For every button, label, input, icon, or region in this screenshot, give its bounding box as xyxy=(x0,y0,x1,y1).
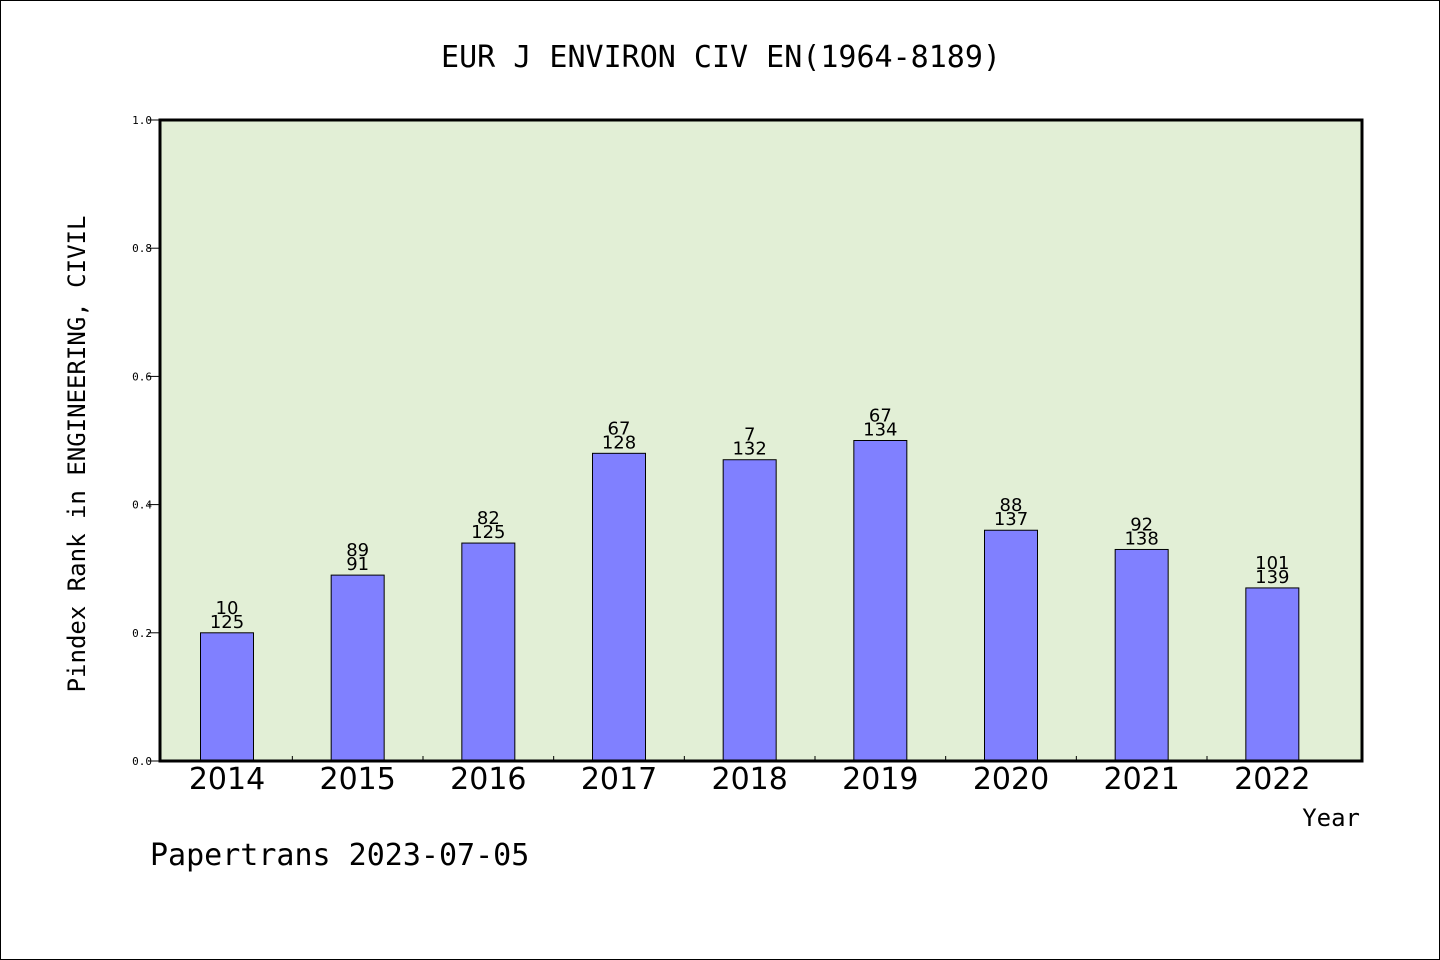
x-tick-label-2015: 2015 xyxy=(319,762,395,797)
bar-total-label-2021: 138 xyxy=(1124,528,1158,549)
bar-total-label-2015: 91 xyxy=(346,554,369,575)
bar-total-label-2014: 125 xyxy=(210,612,244,633)
bar-rank-label-2021: 92 xyxy=(1130,514,1153,535)
x-tick-label-2018: 2018 xyxy=(711,762,787,797)
x-tick-label-2019: 2019 xyxy=(842,762,918,797)
bar-rank-label-2017: 67 xyxy=(608,418,631,439)
bar-total-label-2016: 125 xyxy=(471,522,505,543)
x-axis-label: Year xyxy=(1302,804,1360,832)
bar-total-label-2020: 137 xyxy=(994,509,1028,530)
bar-total-label-2017: 128 xyxy=(602,432,636,453)
y-tick-label-0.8: 0.8 xyxy=(132,242,152,255)
plot-border xyxy=(158,118,1364,763)
x-axis-ticks: 2014 2015 2016 2017 2018 2019 2020 2021 2022 xyxy=(189,756,1311,797)
y-tick-label-0.4: 0.4 xyxy=(132,499,152,512)
bar-total-label-2022: 139 xyxy=(1255,567,1289,588)
bar-rank-label-2022: 101 xyxy=(1255,553,1289,574)
bar-total-label-2018: 132 xyxy=(732,439,766,460)
bar-2020 xyxy=(984,529,1038,762)
x-tick-label-2017: 2017 xyxy=(581,762,657,797)
bar-rank-label-2014: 10 xyxy=(216,598,239,619)
bar-2016 xyxy=(461,542,516,762)
x-tick-label-2016: 2016 xyxy=(450,762,526,797)
x-tick-label-2014: 2014 xyxy=(189,762,265,797)
footer-credit: Papertrans 2023-07-05 xyxy=(150,838,529,873)
y-axis-label: Pindex Rank in ENGINEERING, CIVIL xyxy=(63,216,91,693)
y-tick-label-0.6: 0.6 xyxy=(132,370,152,383)
bar-2015 xyxy=(330,574,385,762)
bar-2018 xyxy=(722,459,777,762)
bar-rank-label-2019: 67 xyxy=(869,406,892,427)
x-tick-label-2021: 2021 xyxy=(1103,762,1179,797)
y-tick-label-0.0: 0.0 xyxy=(132,755,152,768)
bar-2019 xyxy=(853,440,908,762)
y-tick-label-1.0: 1.0 xyxy=(132,114,152,127)
bar-rank-label-2015: 89 xyxy=(346,540,369,561)
bar-2017 xyxy=(592,452,646,762)
bars-group xyxy=(200,440,1300,762)
bar-2021 xyxy=(1114,548,1169,762)
y-axis-ticks: 0.0 0.2 0.4 0.6 0.8 1.0 xyxy=(132,114,160,768)
chart-title: EUR J ENVIRON CIV EN(1964-8189) xyxy=(441,40,1001,75)
bar-rank-label-2020: 88 xyxy=(1000,495,1023,516)
y-tick-label-0.2: 0.2 xyxy=(132,627,152,640)
bar-2022 xyxy=(1245,587,1300,762)
bar-rank-label-2016: 82 xyxy=(477,508,500,529)
bar-total-label-2019: 134 xyxy=(863,420,897,441)
x-tick-label-2022: 2022 xyxy=(1234,762,1310,797)
bar-rank-label-2018: 7 xyxy=(744,425,755,446)
x-tick-label-2020: 2020 xyxy=(973,762,1049,797)
bar-2014 xyxy=(200,632,254,762)
